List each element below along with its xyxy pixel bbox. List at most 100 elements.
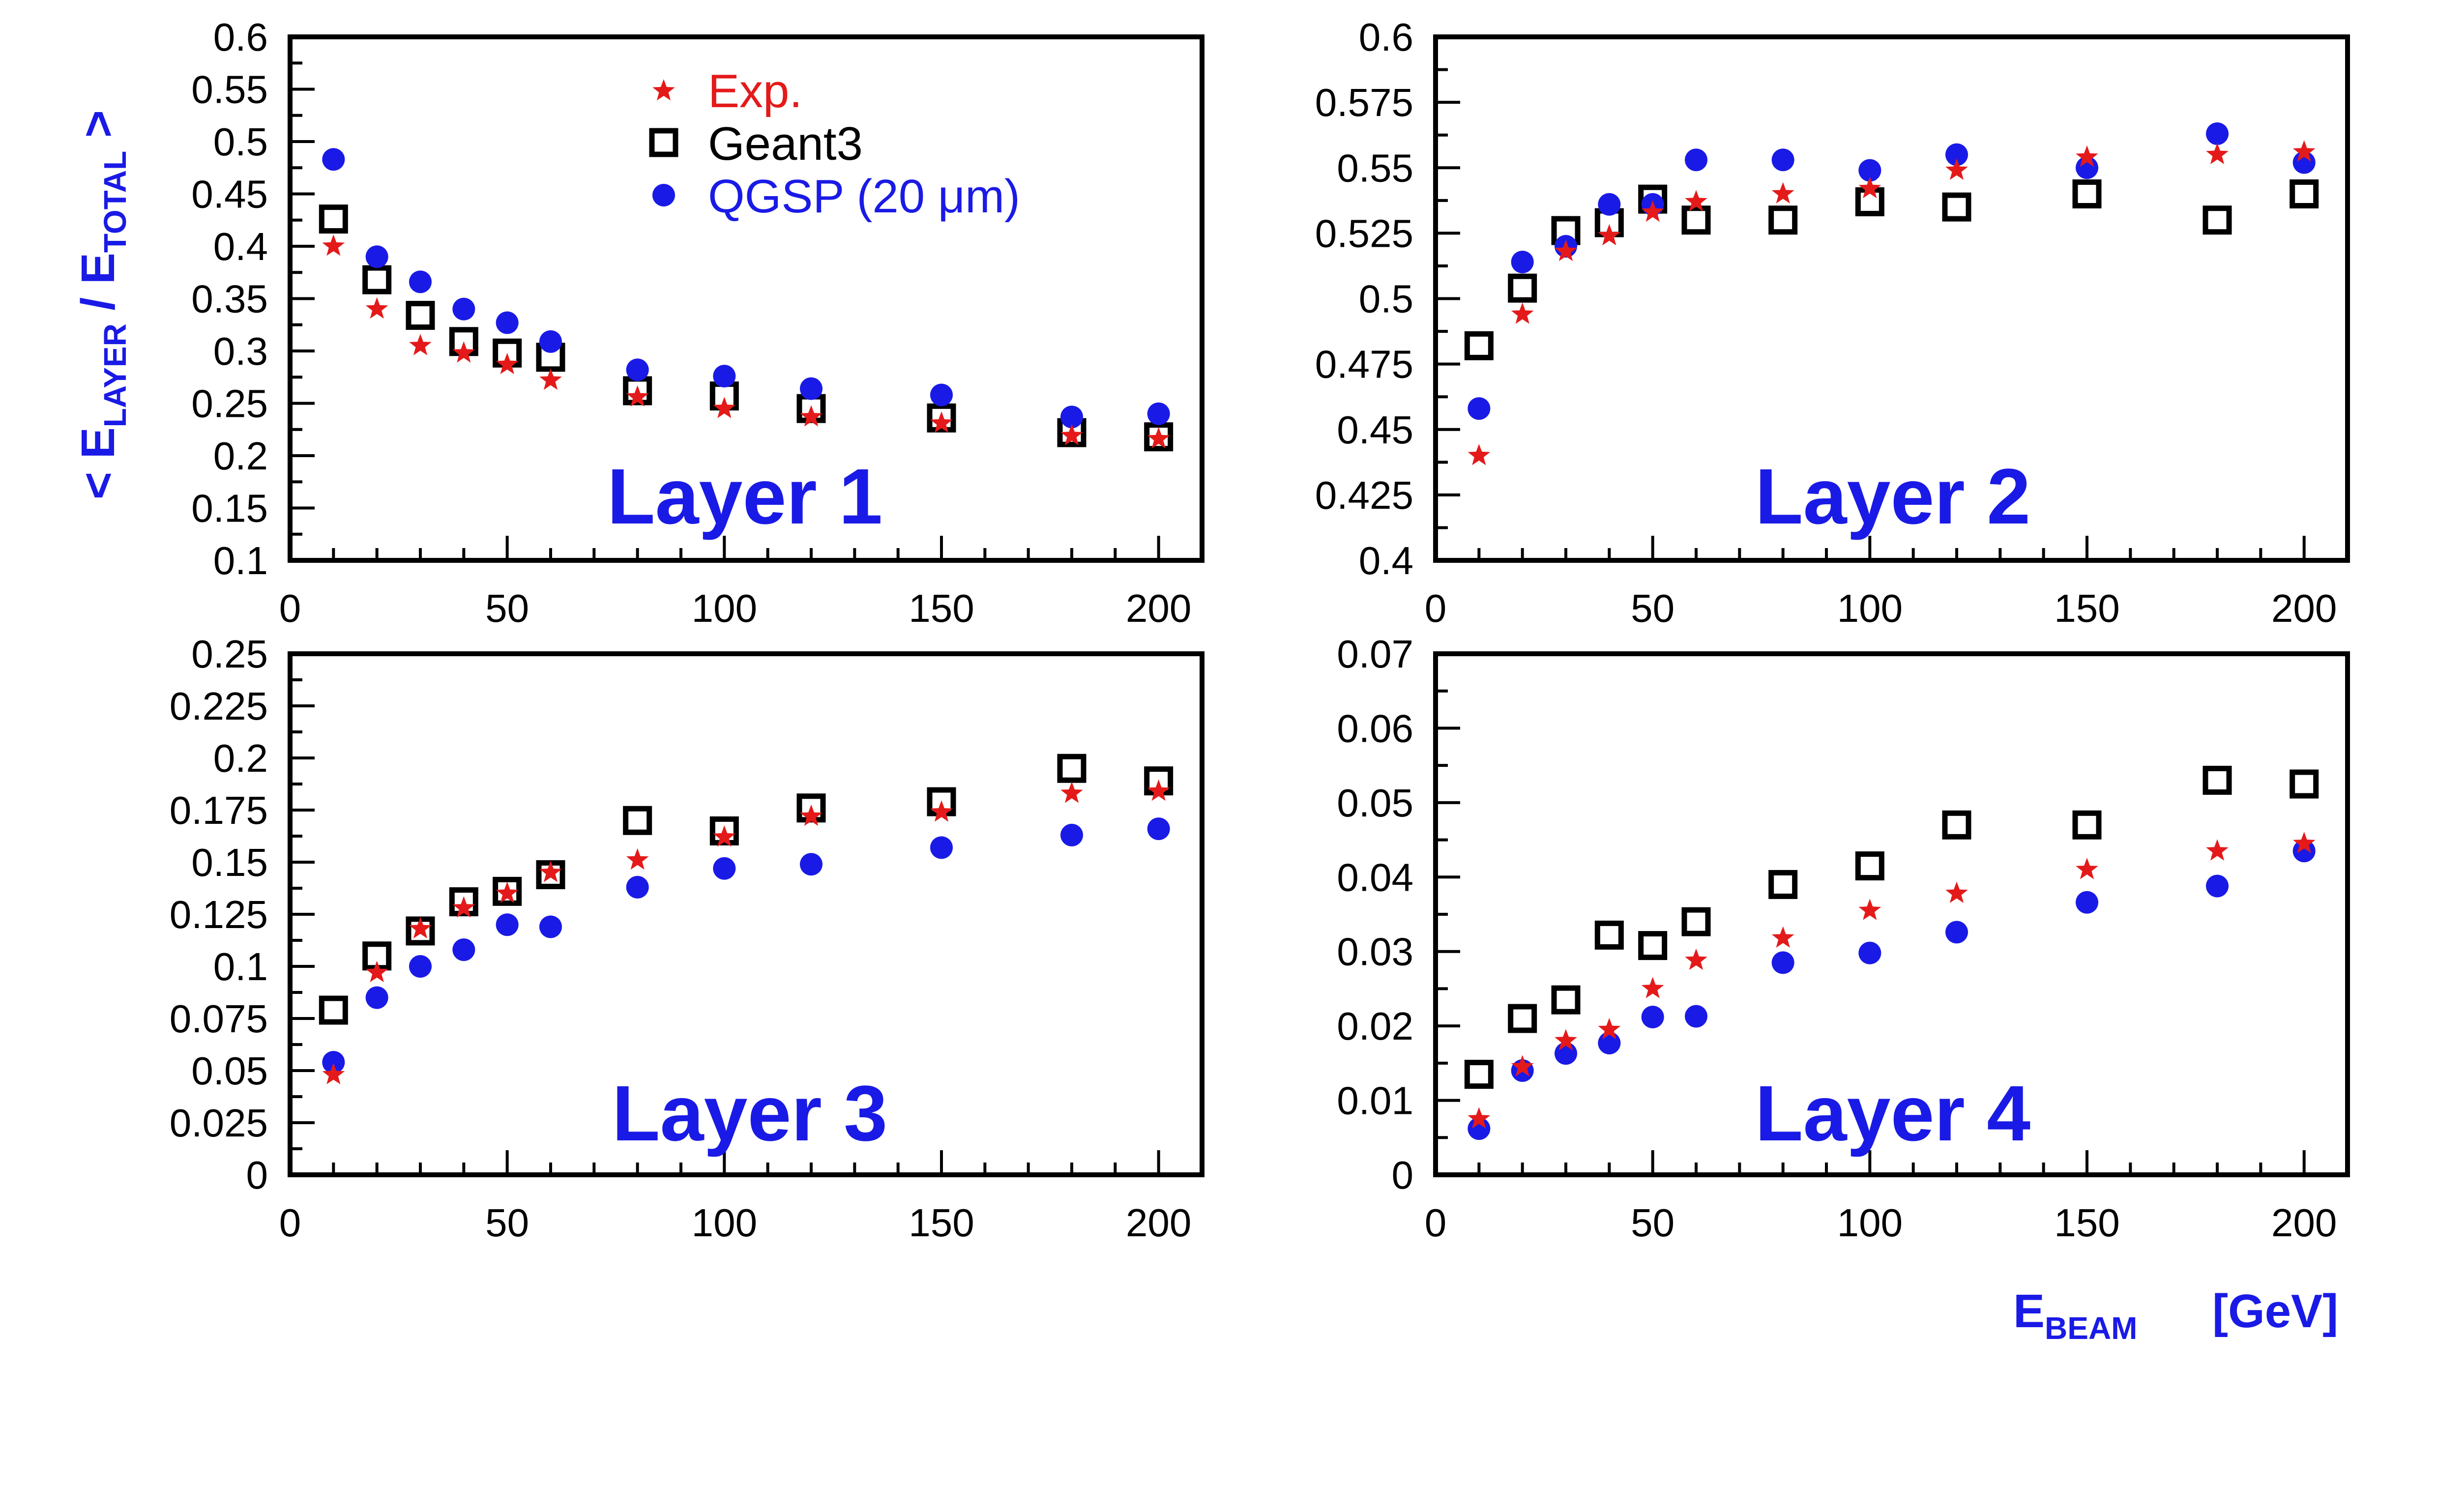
data-point-star (930, 411, 953, 433)
data-point-star (1555, 1029, 1577, 1050)
panels-group: 0 50 100 150 2000.10.150.20.250.30.350.40.45… (170, 15, 2350, 1245)
data-point-square (449, 887, 478, 917)
data-point-star (1641, 977, 1664, 998)
data-point-circle (2206, 122, 2229, 145)
data-point-circle (800, 853, 822, 876)
data-point-star (800, 804, 822, 826)
y-tick-label: 0.6 (1359, 15, 1413, 59)
data-point-circle (409, 270, 432, 293)
data-point-square (623, 806, 652, 835)
data-point-square (2072, 810, 2102, 840)
y-tick-label: 0.525 (1315, 211, 1413, 255)
data-point-circle (1147, 817, 1170, 841)
y-tick-label: 0.06 (1337, 706, 1413, 750)
y-tick-label: 0.01 (1337, 1079, 1413, 1123)
y-tick-label: 0.2 (213, 434, 268, 478)
data-point-square (2203, 205, 2232, 235)
x-tick-label: 100 (1837, 586, 1903, 630)
y-tick-label: 0 (246, 1153, 268, 1197)
data-point-square (1057, 754, 1087, 783)
data-point-circle (322, 1051, 345, 1074)
data-point-circle (1771, 148, 1794, 172)
panel-title: Layer 1 (607, 452, 882, 540)
data-point-star (1060, 782, 1083, 803)
data-point-star (930, 800, 953, 822)
data-point-circle (1945, 921, 1968, 944)
data-point-circle (1511, 250, 1534, 273)
legend-exp-marker (652, 79, 675, 101)
x-tick-label: 50 (485, 586, 529, 630)
y-axis-title-mid: / E (72, 253, 124, 323)
data-point-star (365, 297, 388, 319)
data-point-circle (1685, 1005, 1707, 1028)
data-point-circle (365, 245, 388, 268)
data-point-star (1641, 200, 1664, 222)
legend: Exp. Geant3 QGSP (20 μm) (649, 65, 1020, 223)
data-point-square (1855, 851, 1884, 881)
data-point-circle (2292, 151, 2316, 174)
data-point-circle (2076, 156, 2098, 179)
data-point-circle (539, 330, 562, 353)
data-point-circle (1641, 1005, 1664, 1028)
data-point-star (1511, 1055, 1534, 1076)
x-axis-unit: [GeV] (2212, 1285, 2338, 1338)
data-point-circle (626, 358, 649, 381)
y-tick-label: 0.4 (213, 225, 268, 268)
data-point-star (1598, 1018, 1621, 1040)
data-point-star (1511, 302, 1534, 324)
data-point-circle (1468, 1117, 1491, 1140)
y-tick-label: 0.225 (170, 684, 268, 728)
data-point-square (1638, 931, 1668, 960)
x-tick-label: 200 (1126, 1201, 1191, 1245)
data-point-star (496, 352, 519, 375)
y-tick-label: 0.45 (1337, 408, 1413, 452)
data-point-circle (2076, 891, 2098, 914)
data-point-star (713, 825, 736, 847)
data-point-square (2072, 179, 2102, 208)
data-point-square (1768, 205, 1798, 235)
data-point-circle (496, 913, 519, 936)
x-tick-label: 50 (485, 1201, 529, 1245)
data-point-circle (452, 297, 475, 320)
panel-title: Layer 4 (1755, 1069, 2030, 1157)
data-point-circle (1598, 193, 1621, 216)
y-tick-label: 0.03 (1337, 930, 1413, 974)
legend-qgsp-marker (652, 184, 675, 206)
y-tick-label: 0.15 (191, 841, 268, 884)
x-tick-label: 50 (1631, 1201, 1674, 1245)
panel-3: 0 50 100 150 200 0 0.025 0.05 0.075 0.1 0.125 0.15 0… (170, 632, 1204, 1245)
data-point-circle (1060, 823, 1083, 846)
data-point-star (1147, 779, 1170, 801)
data-point-star (2292, 832, 2316, 853)
x-axis-title: EBEAM (2013, 1285, 2137, 1346)
y-tick-label: 0.125 (170, 893, 268, 936)
data-point-star (800, 405, 822, 427)
legend-geant3-marker (649, 128, 678, 157)
data-point-circle (452, 938, 475, 961)
data-point-circle (800, 377, 822, 400)
legend-exp-label: Exp. (708, 65, 802, 117)
y-tick-label: 0.5 (213, 120, 268, 164)
x-tick-label: 100 (1837, 1201, 1903, 1245)
y-tick-label: 0.025 (170, 1101, 268, 1145)
data-point-star (1598, 224, 1621, 246)
data-point-star (1858, 899, 1881, 920)
data-point-circle (1945, 143, 1968, 166)
data-point-circle (1771, 951, 1794, 974)
data-point-star (452, 896, 475, 918)
y-tick-label: 0.6 (213, 15, 268, 59)
data-point-circle (496, 311, 519, 334)
data-point-star (2206, 143, 2229, 164)
y-tick-label: 0.45 (191, 173, 268, 216)
data-point-square (1464, 331, 1494, 360)
x-tick-label: 100 (692, 586, 757, 630)
data-point-circle (713, 857, 736, 880)
y-tick-label: 0.25 (191, 382, 268, 426)
data-point-square (1508, 273, 1537, 303)
data-point-square (2290, 179, 2319, 208)
legend-square-marker (649, 128, 678, 157)
data-point-circle (409, 955, 432, 978)
y-tick-label: 0.15 (191, 487, 268, 530)
y-tick-label: 0.5 (1359, 277, 1413, 321)
data-point-circle (2206, 874, 2229, 898)
